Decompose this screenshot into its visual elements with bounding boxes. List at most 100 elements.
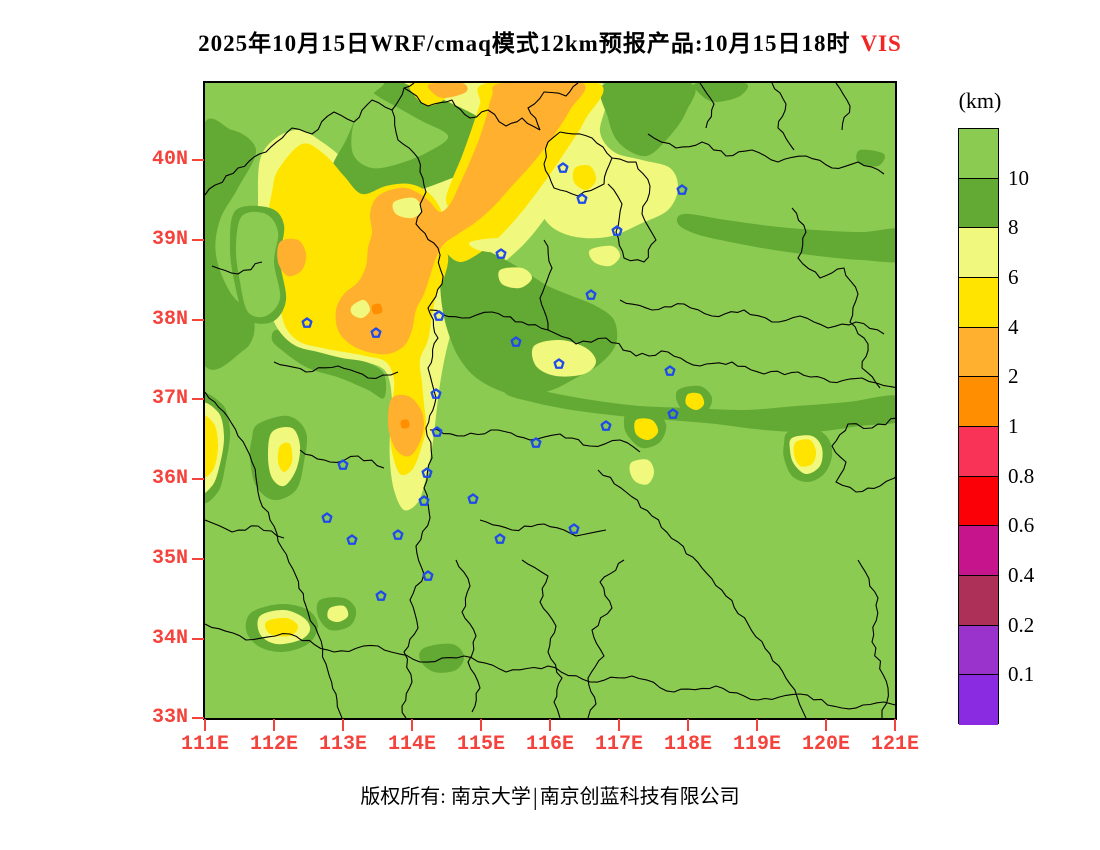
visibility-contour-region-oo [400,419,410,429]
lat-tick [192,239,204,241]
city-station-marker-icon [510,336,522,347]
legend-tick-label: 10 [1008,165,1029,190]
legend-tick-label: 0.8 [1008,463,1035,488]
visibility-contour-region-py [629,459,654,485]
legend-tick-label: 0.6 [1008,513,1035,538]
city-station-marker-icon [530,437,542,448]
city-station-marker-icon [495,248,507,259]
lon-tick [411,719,413,731]
legend-color-cell [959,178,998,229]
admin-boundary-line [647,133,885,175]
legend-color-cell [959,327,998,378]
visibility-contour-region-dg [693,81,749,103]
visibility-contour-region-py [468,237,514,253]
legend-tick-label: 1 [1008,414,1019,438]
lon-label: 115E [456,733,505,756]
lon-tick [204,719,206,731]
admin-boundary-line [587,559,625,719]
admin-boundary-line [204,519,285,539]
city-station-marker-icon [392,529,404,540]
admin-boundary-line [539,239,553,330]
legend-color-cell [959,278,998,328]
legend-tick-label: 8 [1008,215,1019,240]
visibility-contour-region-g [235,211,281,318]
lat-tick [192,318,204,321]
title-variable-vis: VIS [860,31,902,56]
map-canvas [195,79,909,719]
city-station-marker-icon [553,358,565,369]
city-station-marker-icon [430,388,442,399]
lon-label: 119E [732,733,781,756]
admin-boundary-line [403,87,541,131]
city-station-marker-icon [467,493,479,504]
lat-tick [192,478,204,481]
admin-boundary-line [771,82,795,151]
legend-color-cell [959,476,998,527]
admin-boundary-line [204,82,415,196]
copyright-footer: 版权所有: 南京大学| 南京创蓝科技有限公司 [0,780,1100,812]
lon-tick [756,719,758,731]
visibility-contour-region-py [392,197,423,219]
lat-tick [192,637,204,640]
visibility-contour-region-py [588,245,621,267]
admin-boundary-line [597,469,807,719]
admin-boundary-line [521,559,563,719]
admin-boundary-line [211,261,263,275]
city-station-marker-icon [421,467,433,478]
visibility-contour-region-py [498,267,533,289]
admin-boundary-line [455,559,481,713]
legend-color-cell [959,129,998,179]
city-station-marker-icon [576,193,588,204]
visibility-contour-region-dg [599,79,696,157]
admin-boundary-line [831,417,901,493]
legend-color-cell [959,377,998,427]
admin-boundary-line [791,207,881,389]
city-station-marker-icon [321,512,333,523]
city-station-marker-icon [676,184,688,195]
legend-tick-label: 0.1 [1008,662,1035,687]
lon-tick [480,719,482,731]
lon-label: 113E [318,733,367,756]
visibility-contour-region-g [351,91,449,169]
lat-label: 33N [151,706,188,730]
visibility-contour-region-y [277,442,293,472]
lat-label: 36N [151,467,188,491]
lat-label: 40N [151,148,188,172]
lat-label: 37N [151,387,188,411]
legend-color-cell [959,526,998,576]
visibility-contour-region-y [685,392,705,410]
page-title: 2025年10月15日WRF/cmaq模式12km预报产品:10月15日18时 V… [0,24,1100,58]
visibility-contour-region-dg [676,213,909,263]
admin-boundary-line [699,82,715,129]
legend-tick-label: 0.2 [1008,612,1035,637]
title-text: 2025年10月15日WRF/cmaq模式12km预报产品:10月15日18时 [198,31,851,56]
visibility-contour-region-o [335,80,586,355]
city-station-marker-icon [611,225,623,236]
city-station-marker-icon [301,317,313,328]
lon-tick [894,719,896,731]
lon-tick [687,719,689,731]
lon-label: 116E [525,733,574,756]
admin-boundary-line [204,623,901,710]
lon-label: 111E [180,733,229,756]
lat-label: 39N [151,228,188,251]
visibility-contour-region-py [531,339,597,377]
visibility-contour-region-dg [856,149,885,167]
visibility-contour-region-o [427,82,468,98]
city-station-marker-icon [337,459,349,470]
visibility-contour-region-y [634,418,659,441]
city-station-marker-icon [568,523,580,534]
lat-label: 38N [151,307,188,331]
admin-boundary-line [607,157,657,263]
lat-tick [192,717,204,720]
legend-tick-label: 0.4 [1008,563,1035,587]
legend-tick-label: 2 [1008,364,1019,389]
colorbar-legend [958,128,999,725]
city-station-marker-icon [667,408,679,419]
legend-color-cell [959,576,998,626]
lon-tick [273,719,275,731]
visibility-contour-region-y [264,617,299,637]
city-station-marker-icon [422,570,434,581]
lat-label: 35N [151,546,188,570]
